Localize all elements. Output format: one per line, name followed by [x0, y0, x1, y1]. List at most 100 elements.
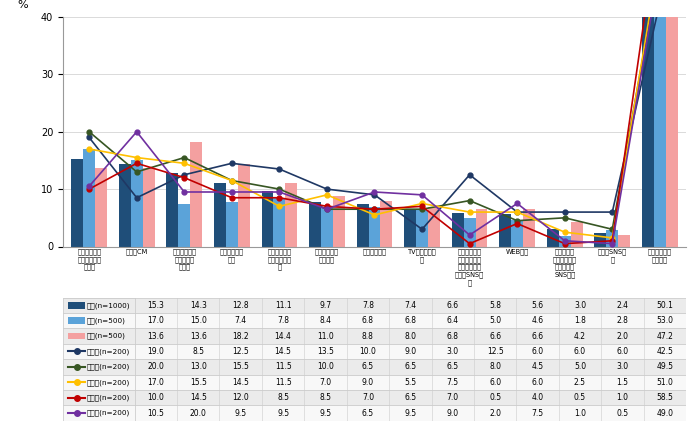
Text: 6.5: 6.5	[362, 408, 374, 417]
Text: 友人の評判・
クチコミ: 友人の評判・ クチコミ	[315, 249, 339, 263]
Text: 割引クーポン
で試して気に
入った: 割引クーポン で試して気に 入った	[77, 249, 102, 270]
Bar	[131, 161, 143, 246]
Bar	[63, 390, 686, 405]
Bar	[63, 405, 686, 421]
Text: 3.0: 3.0	[447, 347, 459, 356]
Text: 6.5: 6.5	[447, 363, 459, 371]
Text: 6.5: 6.5	[405, 393, 416, 402]
Text: 14.3: 14.3	[190, 301, 206, 310]
Bar	[463, 218, 475, 246]
Text: 試供品、サン
プルで気に
入った: 試供品、サン プルで気に 入った	[172, 249, 196, 270]
Text: 家族のすすめ: 家族のすすめ	[363, 249, 386, 255]
Text: 8.8: 8.8	[362, 332, 374, 340]
Text: 3.0: 3.0	[574, 301, 586, 310]
Text: 6.8: 6.8	[405, 316, 416, 325]
Text: 7.8: 7.8	[277, 316, 289, 325]
Text: 7.5: 7.5	[447, 378, 459, 387]
Text: ５０代(n=200): ５０代(n=200)	[87, 394, 130, 401]
Text: 6.0: 6.0	[531, 347, 544, 356]
Text: 5.0: 5.0	[574, 363, 586, 371]
Text: 15.0: 15.0	[190, 316, 206, 325]
Text: 13.0: 13.0	[190, 363, 206, 371]
Text: 12.8: 12.8	[232, 301, 249, 310]
Text: 9.0: 9.0	[447, 408, 459, 417]
Text: 13.6: 13.6	[148, 332, 164, 340]
Bar	[618, 235, 630, 246]
Text: 50.1: 50.1	[657, 301, 673, 310]
Text: 6.0: 6.0	[489, 378, 501, 387]
Text: 17.0: 17.0	[148, 378, 164, 387]
Text: 12.0: 12.0	[232, 393, 249, 402]
Text: %: %	[18, 0, 28, 10]
Bar	[511, 220, 523, 246]
Text: 15.5: 15.5	[232, 363, 249, 371]
Text: 10.5: 10.5	[148, 408, 164, 417]
Text: 7.4: 7.4	[234, 316, 246, 325]
Text: 14.5: 14.5	[274, 347, 291, 356]
Text: 6.8: 6.8	[362, 316, 374, 325]
Text: 7.0: 7.0	[362, 393, 374, 402]
Text: 12.5: 12.5	[232, 347, 249, 356]
Text: 11.1: 11.1	[275, 301, 291, 310]
Bar	[226, 202, 238, 246]
Text: 4.5: 4.5	[531, 363, 544, 371]
Text: 1.5: 1.5	[617, 378, 629, 387]
Bar	[178, 204, 190, 246]
Text: ２０代(n=200): ２０代(n=200)	[87, 348, 130, 355]
Text: 8.4: 8.4	[319, 316, 332, 325]
Bar	[321, 207, 333, 246]
Text: 8.0: 8.0	[489, 363, 501, 371]
Text: TV番組での組
介: TV番組での組 介	[407, 249, 436, 263]
Text: 5.5: 5.5	[405, 378, 416, 387]
Text: 15.5: 15.5	[190, 378, 206, 387]
Text: 9.5: 9.5	[234, 408, 246, 417]
Text: 6.5: 6.5	[405, 363, 416, 371]
Text: ネットのクチ
コミ: ネットのクチ コミ	[220, 249, 244, 263]
Bar	[63, 359, 686, 374]
Text: 好きなインフ
ルエンサー、
インスタグラ
マーのSNS投
稿: 好きなインフ ルエンサー、 インスタグラ マーのSNS投 稿	[455, 249, 484, 286]
Text: 6.0: 6.0	[616, 347, 629, 356]
Text: ３０代(n=200): ３０代(n=200)	[87, 363, 130, 370]
Bar	[642, 0, 654, 246]
Text: 8.5: 8.5	[277, 393, 289, 402]
Text: 0.5: 0.5	[616, 408, 629, 417]
Text: テレビCM: テレビCM	[125, 249, 148, 255]
Text: 男性(n=500): 男性(n=500)	[87, 317, 125, 324]
Text: 10.0: 10.0	[148, 393, 164, 402]
Text: 10.0: 10.0	[360, 347, 377, 356]
Text: 20.0: 20.0	[190, 408, 206, 417]
Text: 女性(n=500): 女性(n=500)	[87, 333, 125, 339]
Text: 8.0: 8.0	[405, 332, 416, 340]
Bar	[428, 207, 440, 246]
Text: 6.6: 6.6	[489, 332, 501, 340]
Text: 11.0: 11.0	[317, 332, 334, 340]
Text: 0.5: 0.5	[489, 393, 501, 402]
Text: 14.5: 14.5	[232, 378, 249, 387]
Bar	[369, 207, 380, 246]
Text: 6.5: 6.5	[362, 363, 374, 371]
Bar	[606, 230, 618, 246]
Text: 11.5: 11.5	[274, 378, 291, 387]
Text: 4.6: 4.6	[531, 316, 544, 325]
Text: 全体(n=1000): 全体(n=1000)	[87, 302, 130, 309]
Bar	[286, 184, 298, 246]
Text: 13.6: 13.6	[190, 332, 206, 340]
Bar	[68, 302, 85, 309]
Text: 20.0: 20.0	[148, 363, 164, 371]
Text: 0.5: 0.5	[574, 393, 586, 402]
Bar	[380, 201, 392, 246]
Bar	[475, 209, 487, 246]
Text: 17.0: 17.0	[148, 316, 164, 325]
Bar	[570, 222, 582, 246]
Text: 9.5: 9.5	[277, 408, 289, 417]
Text: 9.5: 9.5	[405, 408, 416, 417]
Text: 4.2: 4.2	[574, 332, 586, 340]
Text: 14.5: 14.5	[190, 393, 206, 402]
Text: 1.0: 1.0	[617, 393, 629, 402]
Text: 49.5: 49.5	[657, 363, 673, 371]
Bar	[452, 213, 463, 246]
Text: 9.5: 9.5	[319, 408, 332, 417]
Text: 8.5: 8.5	[193, 347, 204, 356]
Text: あてはまるも
のはない: あてはまるも のはない	[648, 249, 672, 263]
Bar	[71, 159, 83, 246]
